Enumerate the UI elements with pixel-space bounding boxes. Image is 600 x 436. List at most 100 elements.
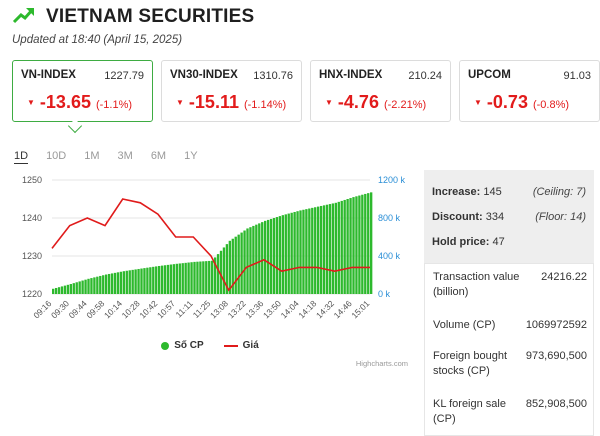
x-tick-label: 10:28 <box>120 298 142 320</box>
volume-bar <box>187 262 190 294</box>
volume-bar <box>299 210 302 294</box>
volume-bar <box>252 225 255 294</box>
index-percent: (-1.14%) <box>243 99 287 111</box>
hold-row: Hold price: 47 <box>432 236 586 248</box>
volume-row: Volume (CP) 1069972592 <box>433 318 587 333</box>
legend-volume[interactable]: Số CP <box>161 340 204 351</box>
volume-bar <box>116 272 120 294</box>
index-card-vn30-index[interactable]: VN30-INDEX 1310.76 ▼ -15.11 (-1.14%) <box>161 60 302 122</box>
volume-bar <box>278 216 282 294</box>
volume-bar <box>296 211 299 294</box>
volume-bar <box>102 275 105 294</box>
index-percent: (-1.1%) <box>95 99 133 111</box>
legend-price-label: Giá <box>242 340 259 351</box>
foreign-sale-row: KL foreign sale (CP) 852,908,500 <box>433 397 587 427</box>
market-breadth-panel: Increase: 145 (Ceiling: 7) Discount: 334… <box>424 170 594 265</box>
volume-bar <box>237 234 240 294</box>
volume-bar <box>137 268 140 294</box>
hold-label: Hold price: <box>432 236 490 248</box>
increase-value: 145 <box>483 186 502 198</box>
chart-legend: Số CP Giá <box>0 340 420 351</box>
x-tick-label: 10:14 <box>102 298 124 320</box>
volume-bar <box>54 287 58 294</box>
index-card-hnx-index[interactable]: HNX-INDEX 210.24 ▼ -4.76 (-2.21%) <box>310 60 451 122</box>
legend-price[interactable]: Giá <box>223 340 259 351</box>
volume-bar <box>346 199 349 294</box>
x-tick-label: 15:01 <box>349 298 371 320</box>
volume-bar <box>52 288 55 294</box>
volume-bar <box>202 261 205 294</box>
volume-bar <box>172 264 176 294</box>
volume-bar <box>258 223 261 294</box>
volume-bar <box>72 283 75 294</box>
volume-bar <box>364 193 367 294</box>
volume-bar <box>367 193 370 294</box>
volume-amount: 1069972592 <box>525 319 587 331</box>
volume-bar <box>331 203 335 294</box>
tab-1m[interactable]: 1M <box>84 150 100 162</box>
volume-bar <box>240 232 243 294</box>
volume-bar <box>193 261 196 294</box>
volume-bar <box>290 212 293 294</box>
tab-1y[interactable]: 1Y <box>184 150 198 162</box>
legend-volume-marker <box>161 341 170 350</box>
tab-6m[interactable]: 6M <box>150 150 167 162</box>
volume-bar <box>63 285 67 294</box>
volume-bar <box>143 268 146 294</box>
x-tick-label: 14:46 <box>332 298 354 320</box>
volume-bar <box>334 202 338 294</box>
volume-bar <box>99 275 102 294</box>
y-left-tick-label: 1250 <box>22 175 42 185</box>
volume-bar <box>249 227 252 294</box>
volume-bar <box>184 262 187 294</box>
tab-1d[interactable]: 1D <box>14 150 29 164</box>
volume-bar <box>131 269 134 294</box>
floor-count: (Floor: 14) <box>535 211 586 223</box>
volume-bar <box>337 201 340 294</box>
volume-bar <box>190 262 193 294</box>
volume-bar <box>275 217 279 294</box>
volume-bar <box>225 244 229 294</box>
x-tick-label: 13:22 <box>226 298 248 320</box>
x-tick-label: 14:32 <box>314 298 336 320</box>
x-tick-label: 11:25 <box>191 298 213 320</box>
transaction-value-row: Transaction value (billion) 24216.22 <box>433 270 587 300</box>
volume-bar <box>266 219 270 294</box>
index-card-vn-index[interactable]: VN-INDEX 1227.79 ▼ -13.65 (-1.1%) <box>12 60 153 122</box>
x-tick-label: 13:36 <box>243 298 265 320</box>
volume-bar <box>178 263 181 294</box>
index-name: VN-INDEX <box>21 69 76 81</box>
volume-bar <box>308 208 311 294</box>
index-name: HNX-INDEX <box>319 69 383 81</box>
volume-bar <box>146 267 149 294</box>
hold-value: 47 <box>492 236 505 248</box>
index-name: VN30-INDEX <box>170 69 238 81</box>
chart-credit-link[interactable]: Highcharts.com <box>355 359 408 368</box>
volume-bar <box>287 213 290 294</box>
y-left-tick-label: 1230 <box>22 251 42 261</box>
volume-bar <box>243 230 246 294</box>
index-name: UPCOM <box>468 69 511 81</box>
page-header: VIETNAM SECURITIES <box>12 4 254 30</box>
index-card-upcom[interactable]: UPCOM 91.03 ▼ -0.73 (-0.8%) <box>459 60 600 122</box>
volume-bar <box>314 207 317 294</box>
x-tick-label: 09:58 <box>84 298 106 320</box>
index-chart[interactable]: 1250 1240 1230 1220 1200 k 800 k 400 k 0 k 09:16… <box>0 168 420 368</box>
volume-bar <box>84 279 87 294</box>
volume-bar <box>169 264 173 294</box>
updated-timestamp: Updated at 18:40 (April 15, 2025) <box>12 34 183 46</box>
tab-10d[interactable]: 10D <box>46 150 67 162</box>
index-change: -15.11 <box>188 92 239 112</box>
volume-bar <box>181 263 184 294</box>
index-change: -4.76 <box>337 92 379 112</box>
index-value: 210.24 <box>408 70 442 82</box>
tab-3m[interactable]: 3M <box>117 150 133 162</box>
volume-bar <box>343 199 346 294</box>
volume-bar <box>163 265 167 294</box>
y-left-tick-label: 1220 <box>22 289 42 299</box>
volume-bar <box>175 263 179 294</box>
volume-bar <box>119 271 123 294</box>
volume-bar <box>60 286 64 294</box>
legend-volume-label: Số CP <box>174 340 204 351</box>
volume-bar <box>246 228 249 294</box>
